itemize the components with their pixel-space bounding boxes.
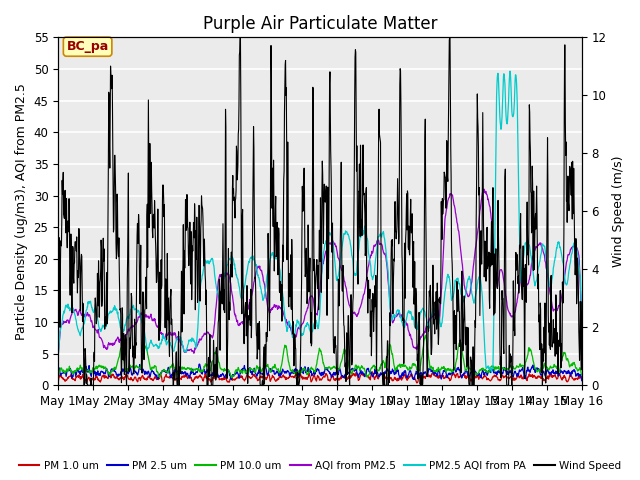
Title: Purple Air Particulate Matter: Purple Air Particulate Matter bbox=[203, 15, 437, 33]
Y-axis label: Wind Speed (m/s): Wind Speed (m/s) bbox=[612, 156, 625, 267]
X-axis label: Time: Time bbox=[305, 414, 335, 427]
Legend: PM 1.0 um, PM 2.5 um, PM 10.0 um, AQI from PM2.5, PM2.5 AQI from PA, Wind Speed: PM 1.0 um, PM 2.5 um, PM 10.0 um, AQI fr… bbox=[15, 456, 625, 475]
Text: BC_pa: BC_pa bbox=[67, 40, 109, 53]
Y-axis label: Particle Density (ug/m3), AQI from PM2.5: Particle Density (ug/m3), AQI from PM2.5 bbox=[15, 83, 28, 340]
